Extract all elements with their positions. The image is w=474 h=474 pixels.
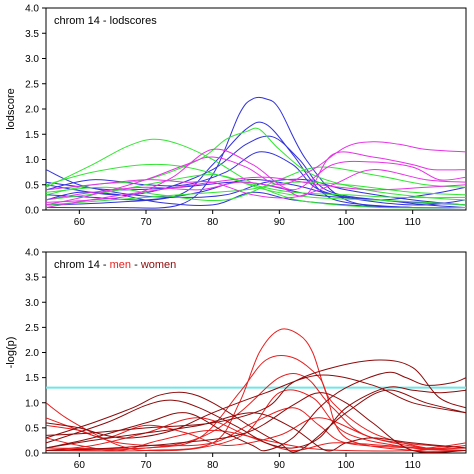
top-chart-lodscores: 0.0 0.5 1.0 1.5 2.0 2.5 3.0 3.5 4.0 60 70 80 90 100 11… [5, 4, 467, 228]
top-series-line-18 [46, 176, 466, 208]
bottom-series-group [46, 328, 466, 453]
bottom-series-line-14 [46, 392, 466, 453]
bottom-y-tick-label: 1.0 [25, 398, 39, 409]
bottom-title-part-3: women [140, 259, 176, 271]
top-x-tick-label: 80 [207, 217, 219, 228]
bottom-x-tick-label: 60 [74, 460, 86, 471]
top-series-line-8 [46, 138, 466, 209]
top-y-tick-label: 1.0 [25, 155, 39, 166]
bottom-series-line-0 [46, 328, 466, 452]
bottom-title-part-1: men [110, 259, 131, 271]
top-x-tick-label: 100 [338, 217, 355, 228]
bottom-x-tick-label: 100 [338, 460, 355, 471]
bottom-y-tick-label: 3.0 [25, 298, 39, 309]
top-y-tick-label: 0.5 [25, 180, 39, 191]
bottom-plot-frame [45, 251, 467, 454]
top-series-group [46, 96, 466, 209]
top-y-axis-label: lodscore [5, 88, 17, 130]
bottom-y-tick-label: 0.5 [25, 423, 39, 434]
top-x-tick-label: 90 [274, 217, 286, 228]
top-series-line-0 [46, 96, 466, 209]
bottom-series-line-13 [46, 374, 466, 439]
top-series-line-12 [46, 181, 466, 206]
bottom-series-line-9 [46, 386, 466, 449]
top-series-line-16 [46, 148, 466, 203]
bottom-series-line-8 [46, 371, 466, 452]
bottom-series-line-6 [46, 429, 466, 452]
top-chart-title: chrom 14 - lodscores [54, 15, 157, 27]
top-y-tick-label: 3.0 [25, 54, 39, 65]
top-y-tick-label: 2.5 [25, 79, 39, 90]
top-plot-frame [45, 7, 467, 211]
top-y-tick-label: 2.0 [25, 105, 39, 116]
top-series-line-9 [46, 127, 466, 201]
bottom-y-tick-label: 2.5 [25, 323, 39, 334]
top-y-tick-label: 3.5 [25, 29, 39, 40]
bottom-series-line-3 [46, 389, 466, 452]
bottom-y-axis-label: -log(p) [5, 337, 17, 369]
bottom-chart-title: chrom 14 - men - women [54, 259, 176, 271]
top-y-tick-label: 0.0 [25, 206, 39, 217]
bottom-title-part-2: - [131, 259, 141, 271]
top-series-line-17 [46, 169, 466, 199]
bottom-x-tick-label: 70 [140, 460, 152, 471]
bottom-x-tick-label: 80 [207, 460, 219, 471]
bottom-series-line-1 [46, 354, 466, 451]
top-y-tick-label: 1.5 [25, 130, 39, 141]
top-series-line-3 [46, 151, 466, 201]
top-series-line-10 [46, 163, 466, 206]
top-series-line-15 [46, 151, 466, 201]
bottom-x-tick-label: 90 [274, 460, 286, 471]
top-y-tick-label: 4.0 [25, 4, 39, 15]
bottom-y-tick-label: 2.0 [25, 348, 39, 359]
bottom-y-tick-label: 4.0 [25, 248, 39, 259]
bottom-title-part-0: chrom 14 - [54, 259, 110, 271]
top-x-tick-label: 60 [74, 217, 86, 228]
bottom-series-line-11 [46, 412, 466, 452]
top-x-tick-label: 110 [405, 217, 421, 228]
bottom-y-tick-label: 3.5 [25, 273, 39, 284]
top-x-tick-label: 70 [140, 217, 152, 228]
bottom-chart-log-p: 0.0 0.5 1.0 1.5 2.0 2.5 3.0 3.5 4.0 60 70 80 90 100 11… [5, 248, 467, 471]
bottom-y-tick-label: 0.0 [25, 449, 39, 460]
bottom-x-tick-label: 110 [405, 460, 421, 471]
bottom-y-tick-label: 1.5 [25, 373, 39, 384]
